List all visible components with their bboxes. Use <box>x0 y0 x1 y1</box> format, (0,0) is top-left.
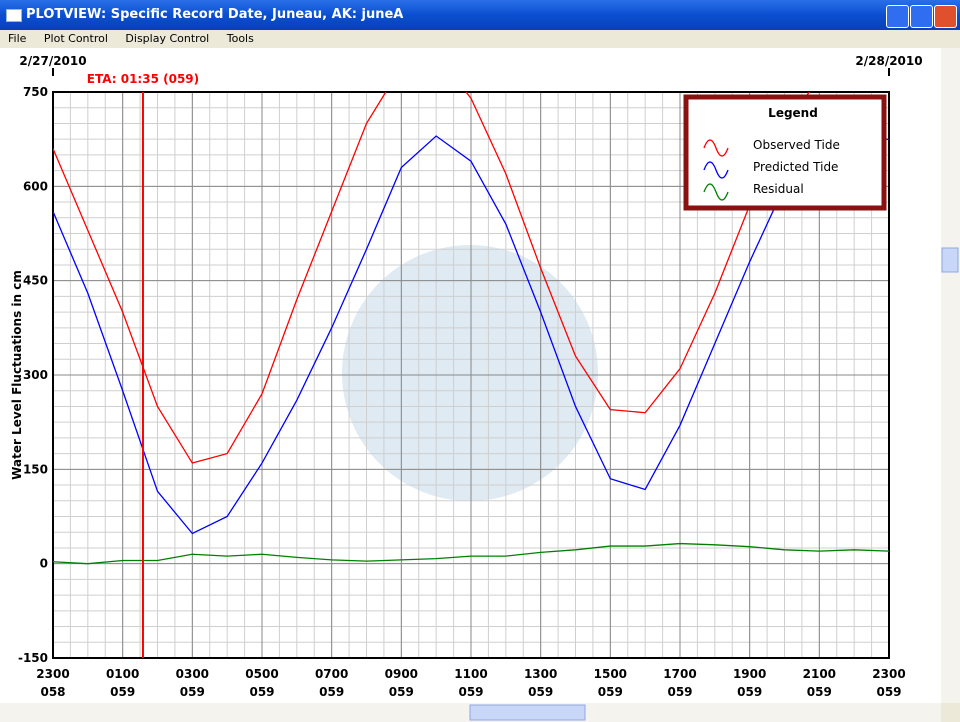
x-tick-label: 1300 <box>524 667 557 681</box>
maximize-button[interactable] <box>910 5 933 28</box>
menu-item[interactable]: Display Control <box>125 32 210 45</box>
x-tick-day: 059 <box>180 685 205 699</box>
eta-label: ETA: 01:35 (059) <box>87 72 199 86</box>
legend-label: Observed Tide <box>753 138 840 152</box>
minimize-button[interactable] <box>886 5 909 28</box>
x-tick-label: 2300 <box>872 667 905 681</box>
menu-bar: File Plot Control Display Control Tools <box>0 30 960 48</box>
x-tick-day: 059 <box>807 685 832 699</box>
x-tick-label: 1100 <box>454 667 487 681</box>
x-tick-day: 058 <box>40 685 65 699</box>
x-tick-day: 059 <box>598 685 623 699</box>
x-tick-day: 059 <box>389 685 414 699</box>
legend-swatch <box>703 139 729 157</box>
scroll-thumb[interactable] <box>941 247 959 273</box>
x-tick-label: 1900 <box>733 667 766 681</box>
legend-title: Legend <box>768 106 818 120</box>
scroll-thumb[interactable] <box>469 704 586 721</box>
x-tick-label: 0900 <box>385 667 418 681</box>
x-tick-day: 059 <box>528 685 553 699</box>
x-tick-label: 2300 <box>36 667 69 681</box>
x-tick-label: 1700 <box>663 667 696 681</box>
y-tick-label: 300 <box>23 368 48 382</box>
legend-swatch <box>703 161 729 179</box>
x-tick-day: 059 <box>249 685 274 699</box>
data-line <box>53 129 889 535</box>
plot-frame <box>52 91 890 659</box>
x-tick-day: 059 <box>667 685 692 699</box>
menu-item[interactable]: Plot Control <box>43 32 108 45</box>
y-tick-label: 150 <box>23 462 48 476</box>
end-date: 2/28/2010 <box>855 54 922 68</box>
legend-label: Predicted Tide <box>753 160 838 174</box>
vertical-scrollbar[interactable] <box>941 48 960 703</box>
x-tick-day: 059 <box>319 685 344 699</box>
x-tick-label: 1500 <box>594 667 627 681</box>
start-date: 2/27/2010 <box>19 54 86 68</box>
menu-item[interactable]: Tools <box>226 32 254 45</box>
y-tick-label: 0 <box>40 557 48 571</box>
x-tick-label: 0700 <box>315 667 348 681</box>
x-tick-label: 0500 <box>245 667 278 681</box>
y-axis-label: Water Level Fluctuations in cm <box>10 270 24 480</box>
legend-swatch <box>703 183 729 201</box>
watermark <box>342 245 598 501</box>
x-tick-day: 059 <box>737 685 762 699</box>
y-tick-label: -150 <box>18 651 48 665</box>
x-tick-label: 0100 <box>106 667 139 681</box>
y-tick-label: 600 <box>23 179 48 193</box>
x-tick-day: 059 <box>876 685 901 699</box>
legend-box <box>683 94 887 211</box>
title-bar: PLOTVIEW: Specific Record Date, Juneau, … <box>0 0 960 30</box>
x-tick-label: 2100 <box>803 667 836 681</box>
legend-label: Residual <box>753 182 804 196</box>
close-button[interactable] <box>934 5 957 28</box>
menu-item[interactable]: File <box>8 32 27 45</box>
data-line <box>53 542 889 565</box>
chart: 7506004503001500-15023000580100059030005… <box>0 48 960 722</box>
x-tick-label: 0300 <box>176 667 209 681</box>
x-tick-day: 059 <box>110 685 135 699</box>
x-tick-day: 059 <box>458 685 483 699</box>
window-title: PLOTVIEW: Specific Record Date, Juneau, … <box>26 7 404 22</box>
y-tick-label: 450 <box>23 274 48 288</box>
y-tick-label: 750 <box>23 85 48 99</box>
